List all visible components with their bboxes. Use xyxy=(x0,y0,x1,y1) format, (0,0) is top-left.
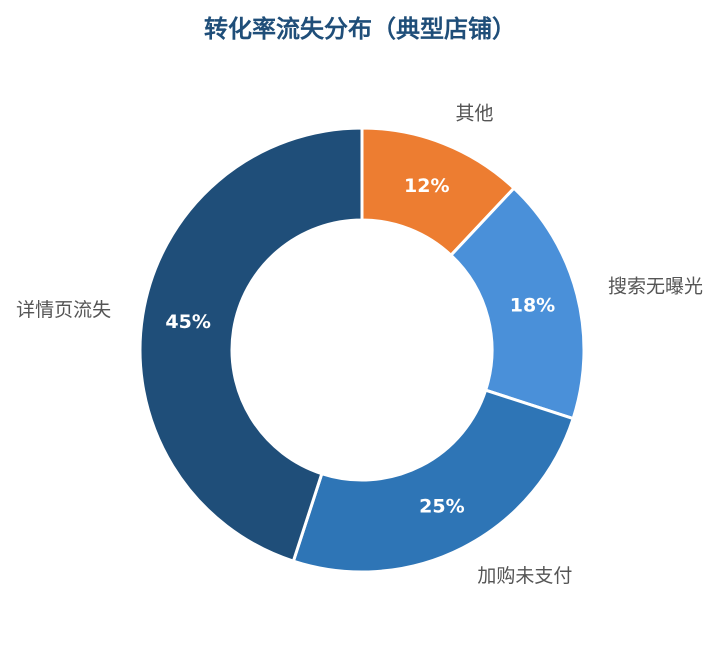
chart-title: 转化率流失分布（典型店铺） xyxy=(204,15,516,43)
slice-category-label: 搜索无曝光 xyxy=(608,275,703,297)
slice-category-label: 加购未支付 xyxy=(477,565,572,587)
donut-slice xyxy=(291,388,576,574)
slice-category-label: 详情页流失 xyxy=(16,299,111,321)
slice-value-label: 45% xyxy=(165,311,210,333)
donut-slice xyxy=(448,186,586,421)
slice-value-label: 18% xyxy=(510,295,555,317)
slice-value-label: 25% xyxy=(419,495,464,517)
slice-value-label: 12% xyxy=(404,175,449,197)
donut-slice xyxy=(138,126,364,564)
slice-category-label: 其他 xyxy=(456,102,494,124)
